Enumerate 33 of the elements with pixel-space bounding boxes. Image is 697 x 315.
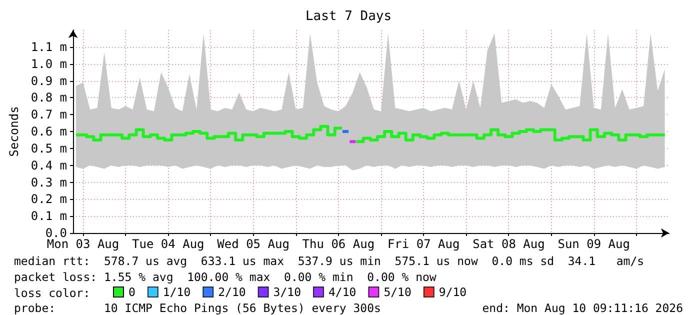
x-tick-label: Sun 09 Aug xyxy=(558,237,630,251)
legend-label: 0 xyxy=(128,285,136,299)
y-tick-label: 0.5 m xyxy=(30,141,68,156)
y-tick-label: 0.1 m xyxy=(30,209,68,224)
legend-label: 4/10 xyxy=(328,285,356,299)
x-tick-label: Wed 05 Aug xyxy=(217,237,290,251)
legend-label: 3/10 xyxy=(273,285,302,299)
legend-label: 5/10 xyxy=(384,285,412,299)
y-tick-label: 0.6 m xyxy=(30,124,68,138)
y-tick-label: 0.7 m xyxy=(30,108,68,122)
text: packet loss: 1.55 % avg 100.00 % max 0.00 % min 0.00 % now xyxy=(14,270,436,284)
chart-title: Last 7 Days xyxy=(305,9,392,24)
y-tick-label: 1.1 m xyxy=(30,40,68,54)
legend-label: 1/10 xyxy=(162,285,191,299)
text: end: Mon Aug 10 09:11:16 2026 xyxy=(482,301,684,315)
y-tick-label: 1.0 m xyxy=(30,56,68,71)
legend-label: 2/10 xyxy=(218,285,246,299)
y-tick-label: 0.2 m xyxy=(30,192,68,206)
y-tick-label: 0.8 m xyxy=(30,90,68,105)
x-tick-label: Tue 04 Aug xyxy=(132,237,204,251)
y-tick-label: 0.4 m xyxy=(30,158,68,172)
y-tick-label: 0.3 m xyxy=(30,175,68,190)
text: median rtt: 578.7 us avg 633.1 us max 537.9 us min 575.1 us now 0.0 ms sd 34.1 am/s xyxy=(14,254,644,268)
y-tick-label: 0.0 xyxy=(45,226,68,240)
x-tick-label: Fri 07 Aug xyxy=(387,237,460,251)
x-tick-label: Sat 08 Aug xyxy=(472,237,545,251)
y-axis-title: Seconds xyxy=(7,106,21,157)
legend-label: 9/10 xyxy=(438,285,467,299)
y-tick-label: 0.9 m xyxy=(30,74,68,88)
legend-title: loss color: xyxy=(14,286,90,300)
x-tick-label: Mon 03 Aug xyxy=(46,237,120,251)
x-tick-label: Thu 06 Aug xyxy=(302,237,375,251)
text: probe: 10 ICMP Echo Pings (56 Bytes) every 300s xyxy=(14,301,381,315)
